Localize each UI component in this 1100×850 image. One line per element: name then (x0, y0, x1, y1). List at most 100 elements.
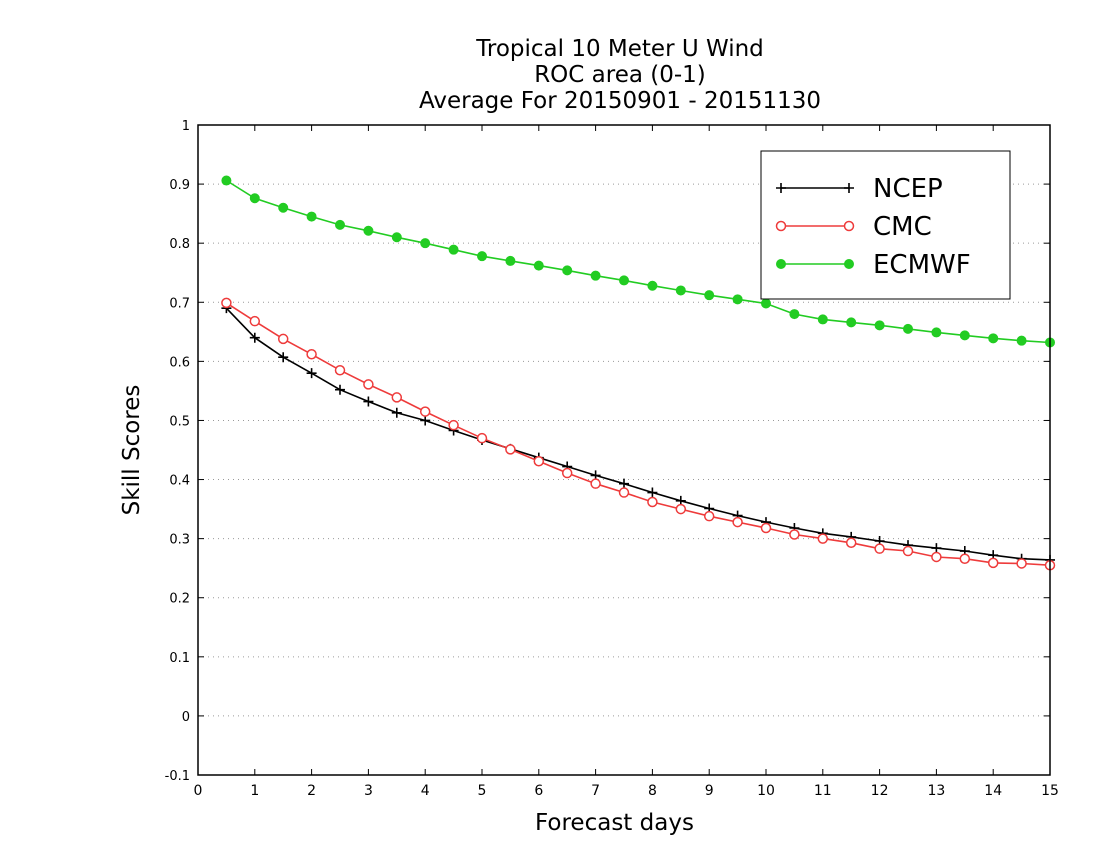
legend-item-cmc: CMC (775, 212, 932, 242)
legend-marker-ncep (776, 183, 786, 193)
y-tick-label: 0.8 (169, 237, 190, 252)
y-tick-label: -0.1 (165, 769, 190, 784)
y-tick-label: 0.2 (169, 592, 190, 607)
data-point-cmc (334, 364, 346, 376)
data-point-ecmwf (931, 327, 942, 338)
data-point-ecmwf (817, 314, 828, 325)
legend-label-ncep: NCEP (873, 174, 943, 204)
data-point-ecmwf (647, 280, 658, 291)
data-point-ecmwf (249, 193, 260, 204)
data-point-cmc (760, 522, 772, 534)
data-point-ecmwf (789, 309, 800, 320)
data-point-ncep (278, 352, 289, 363)
data-point-cmc (874, 543, 885, 554)
x-tick-label: 9 (705, 783, 714, 799)
y-tick-label: 0.4 (169, 474, 190, 489)
legend-label-cmc: CMC (873, 212, 932, 242)
data-point-ncep (363, 396, 374, 407)
data-point-cmc (931, 551, 942, 563)
x-tick-label: 0 (194, 783, 203, 799)
legend-marker-ecmwf (776, 259, 786, 269)
x-tick-label: 7 (591, 783, 600, 799)
legend: NCEP CMC ECMWF (760, 150, 1011, 300)
y-tick-label: 0.5 (169, 414, 190, 429)
data-point-cmc (845, 537, 857, 549)
data-point-cmc (618, 487, 630, 498)
data-point-cmc (817, 533, 829, 544)
x-tick-label: 14 (984, 783, 1002, 799)
data-point-ncep (335, 384, 345, 395)
data-point-ecmwf (306, 211, 317, 222)
series-ncep (221, 303, 1055, 565)
data-point-ecmwf (278, 202, 289, 213)
data-point-cmc (391, 392, 403, 403)
data-point-cmc (221, 297, 232, 309)
legend-marker-cmc (775, 220, 787, 232)
data-point-ecmwf (448, 244, 459, 255)
chart-title-line-3: Average For 20150901 - 20151130 (418, 88, 822, 114)
data-point-ecmwf (704, 290, 715, 301)
legend-box (760, 150, 1011, 300)
data-point-cmc (987, 557, 999, 569)
y-tick-label: 1 (182, 119, 190, 134)
series-ecmwf (221, 175, 1055, 348)
y-tick-label: 0.3 (169, 533, 190, 548)
data-point-ecmwf (846, 317, 857, 328)
data-point-ecmwf (732, 294, 743, 305)
data-point-cmc (590, 478, 601, 489)
data-point-cmc (363, 379, 374, 390)
data-point-cmc (675, 503, 687, 515)
data-point-cmc (448, 419, 459, 431)
data-point-ecmwf (959, 330, 970, 341)
x-axis-label: Forecast days (535, 810, 694, 836)
data-point-ecmwf (533, 260, 544, 271)
legend-marker-cmc (843, 220, 855, 232)
data-point-cmc (277, 333, 289, 345)
chart-title-line-1: Tropical 10 Meter U Wind (476, 36, 764, 62)
data-point-ecmwf (477, 251, 487, 262)
legend-item-ncep: NCEP (776, 174, 943, 204)
data-point-ecmwf (874, 320, 885, 331)
data-point-ecmwf (420, 238, 431, 249)
data-point-ncep (420, 415, 431, 426)
data-point-ecmwf (619, 275, 629, 286)
data-point-ecmwf (335, 219, 345, 230)
data-point-cmc (732, 516, 743, 528)
x-tick-label: 12 (871, 783, 889, 799)
y-tick-label: 0.6 (169, 355, 190, 370)
legend-label-ecmwf: ECMWF (873, 250, 971, 280)
x-tick-label: 10 (757, 783, 775, 799)
y-axis-label: Skill Scores (119, 384, 145, 516)
x-tick-label: 6 (534, 783, 543, 799)
x-tick-label: 1 (250, 783, 259, 799)
data-point-ecmwf (363, 225, 374, 236)
data-point-cmc (249, 315, 261, 327)
data-point-cmc (647, 496, 658, 508)
legend-marker-ecmwf (844, 259, 854, 269)
data-point-ecmwf (221, 175, 232, 186)
data-point-ecmwf (988, 333, 999, 344)
data-point-ecmwf (391, 232, 402, 243)
x-tick-label: 4 (421, 783, 430, 799)
x-tick-label: 5 (478, 783, 487, 799)
data-point-ecmwf (1016, 335, 1027, 346)
series-cmc (221, 297, 1056, 571)
data-point-cmc (505, 444, 516, 455)
series-line-ncep (225, 307, 1051, 561)
x-tick-label: 3 (364, 783, 373, 799)
plot-frame (197, 124, 1051, 776)
data-point-cmc (789, 529, 800, 540)
data-point-cmc (476, 432, 488, 444)
series-line-cmc (225, 302, 1051, 566)
x-tick-label: 13 (927, 783, 945, 799)
x-tick-label: 15 (1041, 783, 1059, 799)
x-tick-label: 2 (307, 783, 316, 799)
x-axis-ticks: 0 1 2 3 4 5 6 7 8 9 10 11 12 13 14 15 (194, 125, 1059, 799)
y-tick-label: 0.1 (169, 651, 190, 666)
y-tick-label: 0.7 (169, 296, 190, 311)
data-point-cmc (306, 349, 317, 360)
x-tick-label: 11 (814, 783, 832, 799)
x-tick-label: 8 (648, 783, 657, 799)
data-point-cmc (533, 455, 545, 467)
